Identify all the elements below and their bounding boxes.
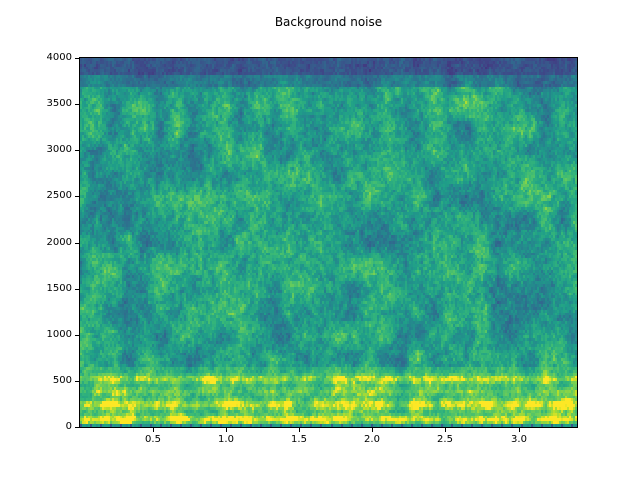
plot-title: Background noise xyxy=(274,15,383,29)
y-tick-label: 2500 xyxy=(46,190,72,201)
x-tick-mark xyxy=(372,428,373,432)
x-tick-mark xyxy=(299,428,300,432)
y-tick-label: 3500 xyxy=(46,98,72,109)
x-tick-mark xyxy=(153,428,154,432)
y-tick-mark xyxy=(75,381,79,382)
y-tick-mark xyxy=(75,289,79,290)
y-tick-mark xyxy=(75,243,79,244)
y-tick-label: 3000 xyxy=(46,144,72,155)
y-tick-label: 1000 xyxy=(46,329,72,340)
x-tick-label: 2.5 xyxy=(437,434,453,445)
x-tick-mark xyxy=(519,428,520,432)
y-tick-mark xyxy=(75,427,79,428)
x-tick-mark xyxy=(445,428,446,432)
x-tick-label: 1.5 xyxy=(291,434,307,445)
y-tick-mark xyxy=(75,335,79,336)
x-tick-label: 2.0 xyxy=(364,434,380,445)
y-tick-label: 4000 xyxy=(46,52,72,63)
x-tick-label: 3.0 xyxy=(511,434,527,445)
y-tick-mark xyxy=(75,196,79,197)
y-tick-mark xyxy=(75,58,79,59)
y-tick-label: 1500 xyxy=(46,283,72,294)
y-tick-label: 0 xyxy=(65,421,72,432)
x-tick-label: 1.0 xyxy=(218,434,234,445)
x-tick-label: 0.5 xyxy=(145,434,161,445)
spectrogram-heatmap xyxy=(80,58,577,427)
y-tick-mark xyxy=(75,104,79,105)
y-tick-mark xyxy=(75,150,79,151)
y-tick-label: 2000 xyxy=(46,237,72,248)
y-tick-label: 500 xyxy=(52,375,72,386)
axes-border xyxy=(79,57,578,428)
x-tick-mark xyxy=(226,428,227,432)
